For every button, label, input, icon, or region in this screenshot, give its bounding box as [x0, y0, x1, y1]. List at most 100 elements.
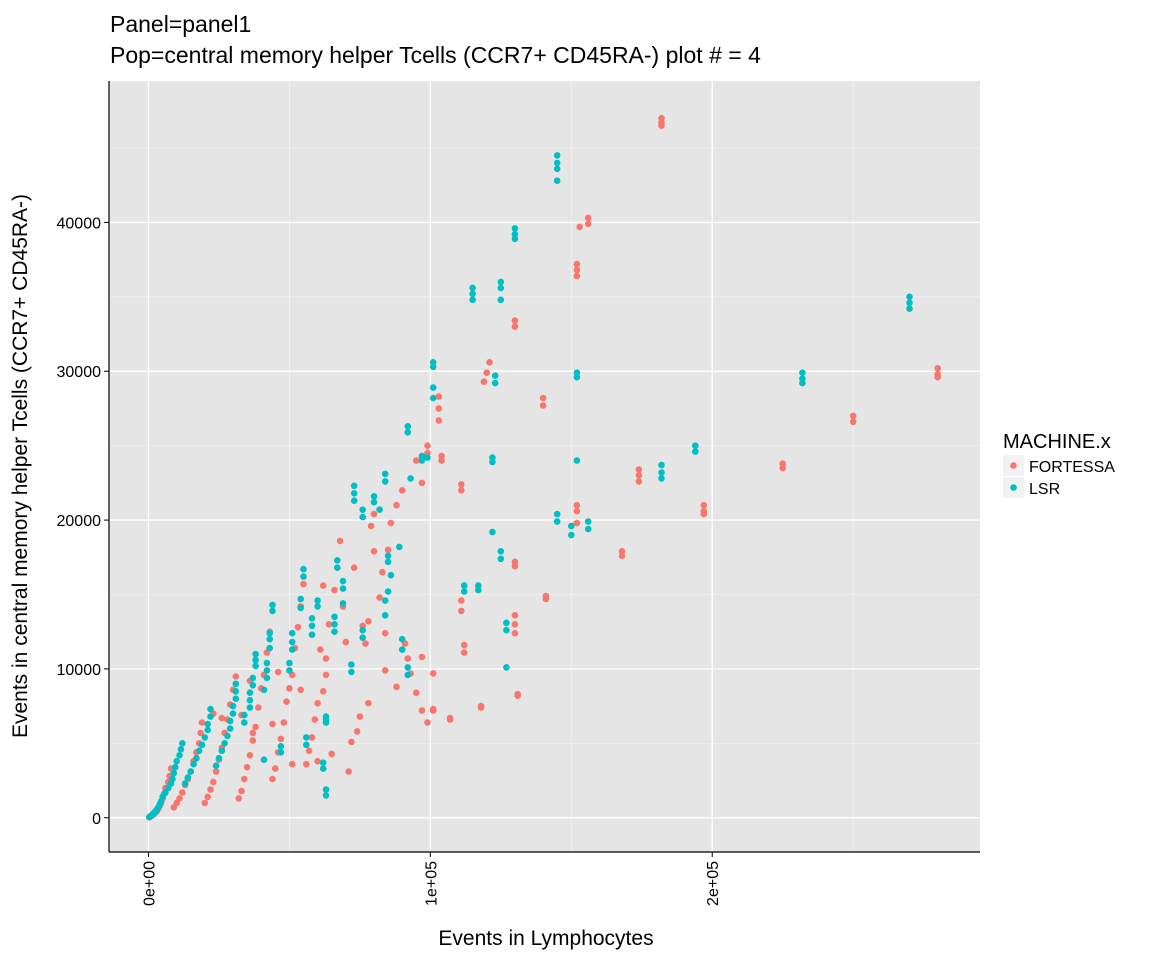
chart-title-line1: Panel=panel1 [110, 11, 251, 37]
data-point [207, 786, 214, 793]
data-point [573, 260, 581, 268]
data-point [700, 501, 708, 509]
data-point [232, 673, 240, 680]
data-point [212, 768, 220, 775]
data-point [359, 626, 367, 634]
data-point [387, 571, 395, 579]
data-points [146, 114, 941, 821]
data-point [396, 543, 403, 551]
data-point [381, 597, 389, 604]
data-point [497, 296, 505, 304]
data-point [460, 588, 468, 595]
data-point [424, 442, 431, 450]
data-point [404, 664, 412, 671]
data-point [317, 646, 324, 653]
y-tick-label: 40000 [57, 215, 102, 232]
data-point [277, 735, 285, 743]
data-point [412, 689, 420, 696]
data-point [424, 719, 431, 726]
data-point [553, 177, 561, 184]
y-tick-label: 10000 [57, 662, 102, 679]
data-point [635, 466, 643, 473]
data-point [334, 564, 341, 571]
data-point [195, 747, 203, 755]
data-point [553, 518, 561, 525]
data-point [429, 363, 437, 371]
data-point [503, 664, 510, 671]
data-point [331, 586, 338, 594]
x-axis-ticks: 0e+00 1e+05 2e+05 [141, 852, 722, 906]
data-point [339, 585, 347, 592]
data-point [308, 615, 316, 622]
data-point [359, 506, 367, 513]
data-point [573, 501, 581, 509]
data-point [370, 510, 378, 518]
data-point [238, 787, 245, 795]
data-point [446, 716, 454, 723]
data-point [460, 582, 468, 589]
data-point [435, 405, 443, 412]
data-point [489, 528, 496, 536]
data-point [339, 577, 347, 585]
data-point [297, 604, 305, 612]
y-tick-label: 30000 [57, 364, 102, 381]
data-point [221, 740, 228, 747]
data-point [331, 621, 338, 628]
data-point [229, 702, 237, 710]
data-point [288, 760, 296, 768]
data-point [249, 729, 257, 737]
data-point [252, 662, 259, 670]
data-point [179, 789, 186, 796]
data-point [170, 769, 178, 777]
data-point [297, 686, 305, 694]
data-point [280, 719, 288, 726]
x-axis-label: Events in Lymphocytes [438, 927, 653, 950]
data-point [514, 692, 521, 699]
data-point [263, 674, 271, 682]
data-point [511, 235, 519, 243]
data-point [322, 716, 330, 723]
data-point [269, 601, 276, 609]
data-point [458, 607, 465, 615]
data-point [370, 493, 378, 500]
data-point [303, 741, 310, 749]
data-point [246, 689, 254, 696]
data-point [177, 746, 185, 753]
data-point [469, 290, 476, 298]
data-point [269, 720, 276, 728]
data-point [384, 546, 392, 554]
data-point [370, 548, 378, 555]
data-point [348, 661, 355, 668]
data-point [381, 667, 389, 674]
data-point [314, 699, 321, 707]
data-point [429, 394, 437, 402]
data-point [491, 372, 499, 380]
data-point [207, 705, 214, 713]
data-point [379, 568, 386, 576]
data-point [553, 510, 561, 518]
data-point [692, 442, 699, 450]
data-point [407, 475, 414, 482]
data-point [573, 519, 581, 527]
x-tick-label: 0e+00 [141, 861, 158, 906]
data-point [241, 711, 248, 719]
data-point [376, 594, 383, 601]
data-point [308, 622, 316, 630]
data-point [303, 734, 310, 741]
data-point [294, 623, 302, 631]
data-point [418, 457, 426, 464]
data-point [286, 659, 293, 667]
data-point [542, 595, 550, 603]
data-point [497, 278, 505, 286]
data-point [345, 768, 352, 775]
major-gridlines [109, 81, 980, 852]
data-point [658, 475, 665, 482]
data-point [573, 507, 581, 515]
data-point [362, 640, 369, 647]
data-point [210, 778, 217, 786]
x-tick-label: 1e+05 [423, 861, 440, 906]
data-point [286, 667, 293, 674]
data-point [235, 795, 242, 802]
data-point [381, 470, 389, 478]
data-point [359, 634, 367, 641]
